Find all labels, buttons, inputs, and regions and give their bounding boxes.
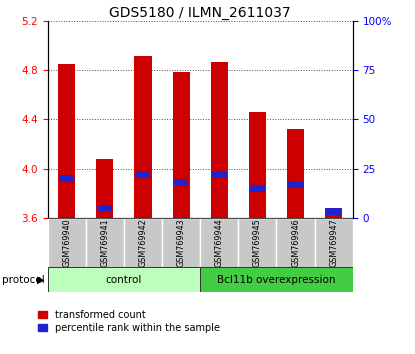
Legend: transformed count, percentile rank within the sample: transformed count, percentile rank withi… (38, 310, 220, 333)
Bar (249, 112, 266, 218)
Bar (315, 218, 353, 267)
Text: control: control (106, 275, 142, 285)
Bar (48, 218, 86, 267)
Bar (162, 218, 200, 267)
Bar (200, 267, 353, 292)
Bar (276, 218, 315, 267)
Title: GDS5180 / ILMN_2611037: GDS5180 / ILMN_2611037 (110, 6, 291, 20)
Bar (136, 171, 150, 178)
Bar (238, 218, 276, 267)
Text: GSM769941: GSM769941 (100, 218, 110, 267)
Bar (325, 208, 342, 218)
Bar (48, 267, 200, 292)
Bar (174, 179, 188, 186)
Bar (326, 209, 341, 215)
Text: Bcl11b overexpression: Bcl11b overexpression (217, 275, 336, 285)
Text: GSM769943: GSM769943 (177, 218, 186, 267)
Text: GSM769944: GSM769944 (215, 218, 224, 267)
Text: GSM769945: GSM769945 (253, 218, 262, 267)
Bar (250, 185, 265, 192)
Bar (134, 56, 151, 218)
Text: ▶: ▶ (37, 275, 45, 285)
Bar (58, 64, 76, 218)
Bar (212, 171, 227, 178)
Text: protocol: protocol (2, 275, 45, 285)
Bar (288, 181, 303, 188)
Bar (96, 159, 113, 218)
Bar (98, 205, 112, 211)
Bar (200, 218, 238, 267)
Text: GSM769942: GSM769942 (139, 218, 148, 267)
Bar (173, 72, 190, 218)
Text: GSM769947: GSM769947 (329, 218, 338, 267)
Text: GSM769946: GSM769946 (291, 218, 300, 267)
Bar (86, 218, 124, 267)
Bar (211, 62, 228, 218)
Text: GSM769940: GSM769940 (62, 218, 71, 267)
Bar (59, 175, 74, 182)
Bar (124, 218, 162, 267)
Bar (287, 129, 304, 218)
